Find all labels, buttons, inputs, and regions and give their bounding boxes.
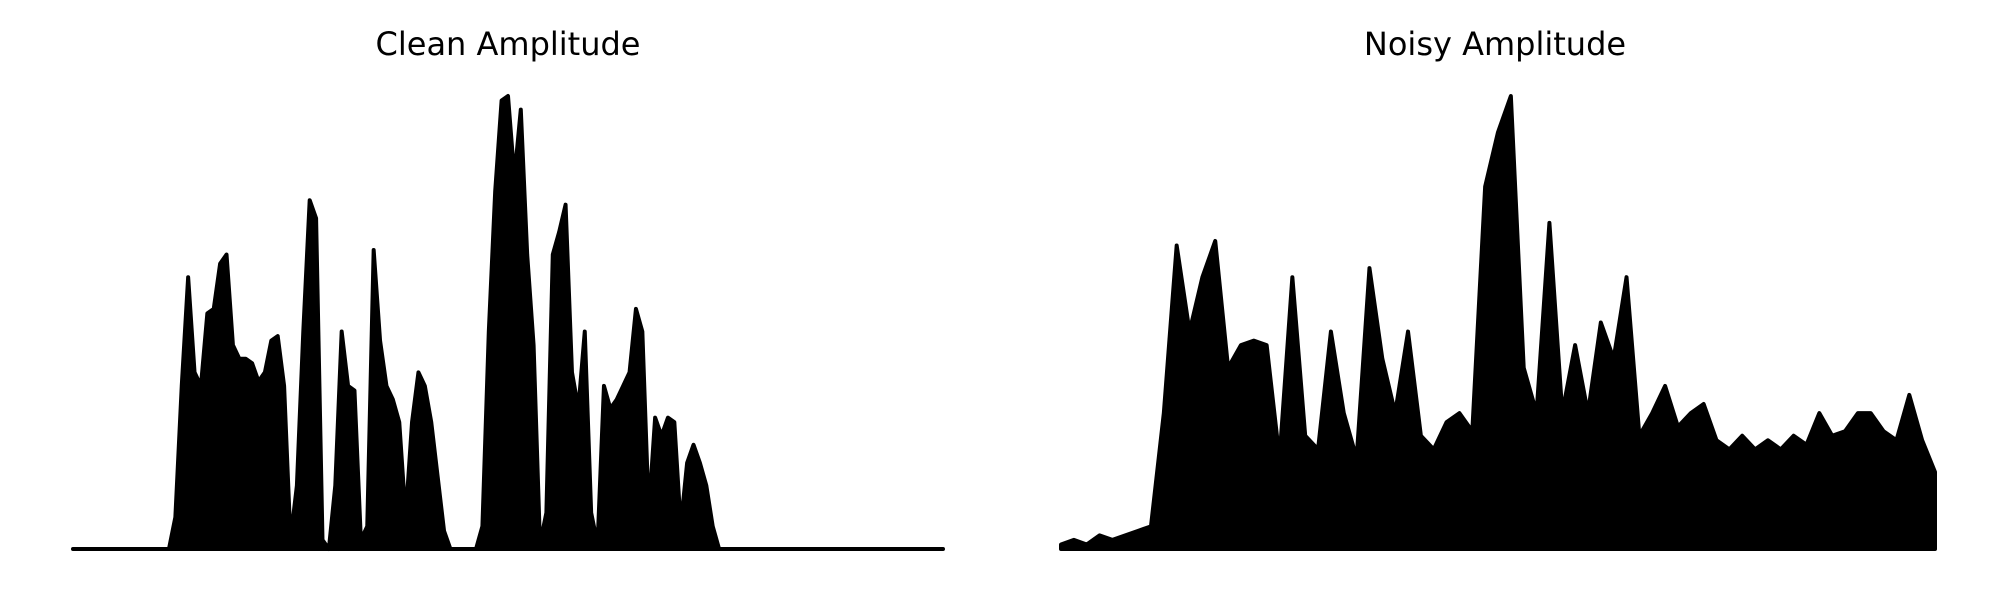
chart-title: Clean Amplitude — [376, 25, 641, 63]
chart-title: Noisy Amplitude — [1364, 25, 1626, 63]
amplitude-area — [71, 94, 945, 551]
amplitude-area — [1059, 94, 1937, 551]
